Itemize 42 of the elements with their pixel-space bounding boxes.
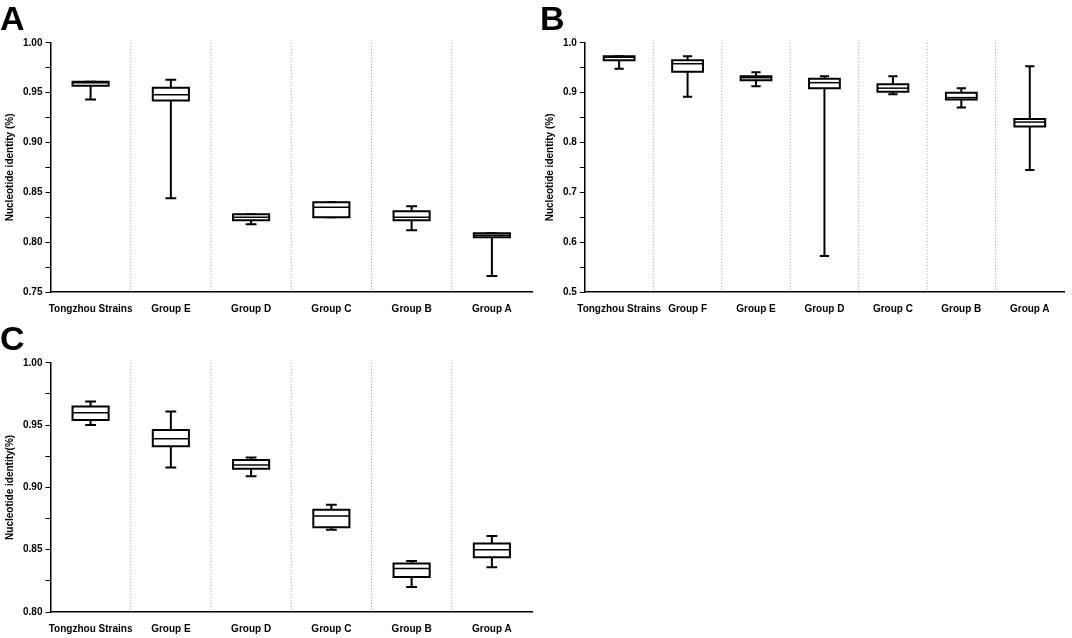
y-axis-title: Nucleotide identity (%): [543, 113, 555, 222]
y-tick-label: 0.95: [22, 418, 43, 430]
chart-title: A: [0, 0, 25, 37]
x-tick-label: Group C: [311, 302, 352, 314]
x-tick-label: Group D: [231, 302, 272, 314]
x-tick-label: Group A: [472, 622, 512, 634]
y-tick-label: 0.85: [22, 543, 43, 555]
y-tick-label: 0.90: [22, 481, 43, 493]
x-tick-label: Group D: [231, 622, 272, 634]
x-tick-label: Tongzhou Strains: [577, 302, 662, 314]
y-tick-label: 0.6: [563, 235, 578, 247]
y-tick-label: 0.80: [22, 605, 43, 617]
y-axis-title: Nucleotide identity(%): [3, 434, 15, 540]
y-tick-label: 0.8: [563, 136, 578, 148]
y-tick-label: 0.85: [22, 186, 43, 198]
y-tick-label: 0.95: [22, 86, 43, 98]
x-tick-label: Group C: [311, 622, 352, 634]
y-tick-label: 0.75: [22, 285, 43, 297]
y-tick-label: 0.9: [563, 86, 578, 98]
x-tick-label: Group B: [941, 302, 982, 314]
chart-title: B: [540, 0, 565, 37]
x-tick-label: Group C: [872, 302, 913, 314]
x-tick-label: Group E: [736, 302, 777, 314]
x-tick-label: Group D: [804, 302, 845, 314]
y-tick-label: 0.7: [563, 186, 578, 198]
x-tick-label: Group B: [391, 302, 432, 314]
y-tick-label: 0.5: [563, 285, 578, 297]
y-tick-label: 1.0: [563, 36, 578, 48]
x-tick-label: Group A: [1009, 302, 1050, 314]
y-tick-label: 0.80: [22, 235, 43, 247]
x-tick-label: Group F: [668, 302, 708, 314]
y-tick-label: 1.00: [22, 36, 43, 48]
y-axis-title: Nucleotide identity (%): [3, 113, 15, 222]
y-tick-label: 0.90: [22, 136, 43, 148]
x-tick-label: Group E: [151, 622, 191, 634]
x-tick-label: Group E: [151, 302, 191, 314]
x-tick-label: Group B: [391, 622, 432, 634]
x-tick-label: Tongzhou Strains: [48, 302, 133, 314]
x-tick-label: Group A: [472, 302, 512, 314]
x-tick-label: Tongzhou Strains: [48, 622, 133, 634]
chart-title: C: [0, 318, 25, 357]
y-tick-label: 1.00: [22, 356, 43, 368]
